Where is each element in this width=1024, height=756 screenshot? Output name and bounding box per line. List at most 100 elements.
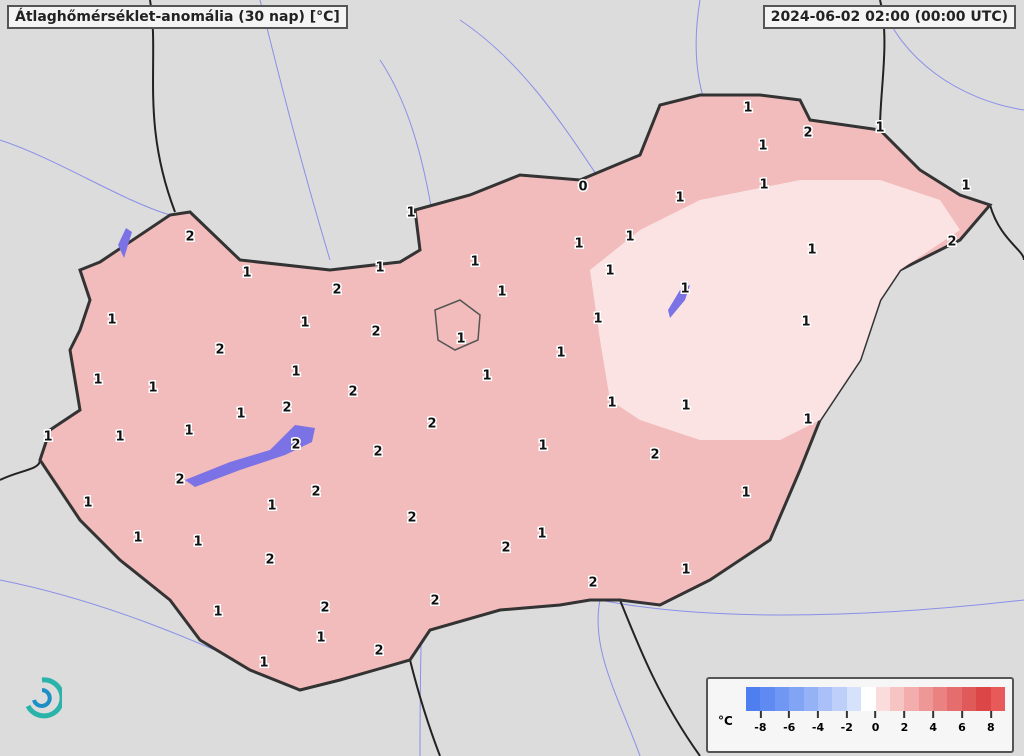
station-value: 1: [574, 237, 583, 252]
station-value: 1: [267, 499, 276, 514]
station-value: 1: [456, 332, 465, 347]
station-value: 1: [259, 656, 268, 671]
legend-tick: -8: [754, 711, 766, 734]
legend-swatch: [904, 687, 919, 711]
station-value: 1: [236, 407, 245, 422]
legend-swatch: [817, 687, 833, 711]
station-value: 1: [681, 399, 690, 414]
legend-swatch: [760, 687, 775, 711]
station-value: 2: [427, 417, 436, 432]
legend-tick: 2: [901, 711, 909, 734]
legend-swatch: [774, 687, 790, 711]
color-legend: °C -8 -6 -4 -2 0 2 4 6 8: [706, 677, 1014, 753]
station-value: 2: [374, 644, 383, 659]
legend-tick: -2: [841, 711, 853, 734]
station-value: 1: [803, 413, 812, 428]
station-value: 1: [556, 346, 565, 361]
station-values: 1 2 1 1 1 1 0 1 1 2 1 1 1 2 1 1 1 1 2 1 1 1 1 2 1 1 1 2 1 1 1 1 1 2 1 1 1 2 1 1…: [42, 99, 972, 672]
legend-swatch: [803, 687, 818, 711]
station-value: 0: [578, 180, 587, 195]
station-value: 1: [470, 255, 479, 270]
station-value: 1: [43, 430, 52, 445]
station-value: 1: [681, 563, 690, 578]
station-value: 2: [371, 325, 380, 340]
legend-swatch: [832, 687, 847, 711]
station-value: 1: [107, 313, 116, 328]
station-value: 2: [291, 438, 300, 453]
legend-swatch: [961, 687, 977, 711]
station-value: 1: [93, 373, 102, 388]
legend-swatch: [918, 687, 934, 711]
legend-tick: 4: [929, 711, 937, 734]
station-value: 2: [650, 448, 659, 463]
station-value: 2: [947, 235, 956, 250]
station-value: 2: [311, 485, 320, 500]
station-value: 1: [625, 230, 634, 245]
station-value: 1: [758, 139, 767, 154]
legend-tick: -4: [812, 711, 824, 734]
station-value: 2: [185, 230, 194, 245]
legend-swatch: [875, 687, 890, 711]
station-value: 1: [291, 365, 300, 380]
lighter-anomaly-region: [590, 180, 960, 440]
station-value: 1: [607, 396, 616, 411]
station-value: 1: [759, 178, 768, 193]
station-value: 2: [373, 445, 382, 460]
station-value: 1: [148, 381, 157, 396]
budapest-boundary: [434, 299, 481, 351]
station-value: 1: [680, 282, 689, 297]
station-value: 2: [175, 473, 184, 488]
station-value: 1: [961, 179, 970, 194]
station-value: 1: [213, 605, 222, 620]
station-value: 1: [593, 312, 602, 327]
lake-tisza: [668, 285, 690, 318]
station-value: 2: [407, 511, 416, 526]
legend-swatch: [889, 687, 905, 711]
station-value: 1: [375, 261, 384, 276]
map-title: Átlaghőmérséklet-anomália (30 nap) [°C]: [7, 5, 348, 29]
legend-tick: 8: [987, 711, 995, 734]
legend-swatch: [861, 687, 876, 711]
station-value: 1: [675, 191, 684, 206]
station-value: 2: [501, 541, 510, 556]
legend-tick: 0: [872, 711, 880, 734]
station-value: 2: [430, 594, 439, 609]
station-value: 2: [320, 601, 329, 616]
legend-swatch: [846, 687, 862, 711]
station-value: 2: [265, 553, 274, 568]
station-value: 1: [741, 486, 750, 501]
station-value: 2: [348, 385, 357, 400]
station-value: 1: [537, 527, 546, 542]
station-value: 2: [803, 126, 812, 141]
weather-service-logo: [25, 677, 62, 719]
timestamp: 2024-06-02 02:00 (00:00 UTC): [762, 5, 1016, 29]
legend-unit: °C: [718, 714, 733, 728]
station-value: 1: [184, 424, 193, 439]
station-value: 1: [875, 121, 884, 136]
station-value: 1: [743, 101, 752, 116]
lake-balaton: [185, 425, 315, 487]
legend-swatch: [933, 687, 948, 711]
station-value: 1: [193, 535, 202, 550]
station-value: 1: [482, 369, 491, 384]
legend-swatch: [990, 687, 1006, 711]
legend-swatch: [976, 687, 991, 711]
station-value: 1: [316, 631, 325, 646]
legend-tick: 6: [958, 711, 966, 734]
station-value: 1: [605, 264, 614, 279]
station-value: 1: [83, 496, 92, 511]
station-value: 1: [115, 430, 124, 445]
legend-swatch: [789, 687, 804, 711]
station-value: 1: [300, 316, 309, 331]
station-value: 1: [801, 315, 810, 330]
legend-color-bar: [746, 687, 1006, 711]
station-value: 1: [242, 266, 251, 281]
legend-swatch: [746, 687, 761, 711]
lake-neusiedl: [118, 228, 132, 258]
legend-swatch: [947, 687, 962, 711]
station-value: 1: [807, 243, 816, 258]
legend-ticks: -8 -6 -4 -2 0 2 4 6 8: [746, 711, 1006, 741]
station-value: 2: [215, 343, 224, 358]
station-value: 2: [282, 401, 291, 416]
